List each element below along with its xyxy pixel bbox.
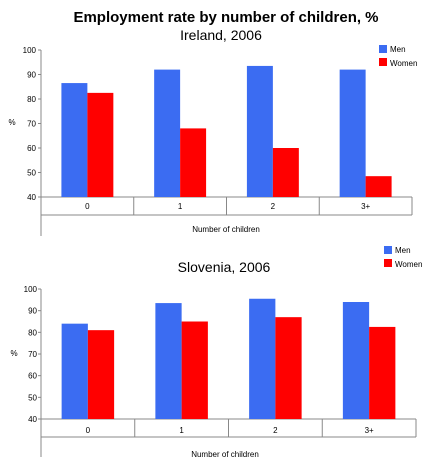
y-tick-label: 40 xyxy=(28,415,37,424)
x-tick-label: 0 xyxy=(86,426,91,435)
y-tick-label: 100 xyxy=(23,46,37,55)
x-tick-label: 1 xyxy=(178,202,183,211)
y-tick-label: 70 xyxy=(27,120,36,129)
y-tick-label: 80 xyxy=(27,95,36,104)
chart-ireland: Ireland, 2006 % Number of children Men W… xyxy=(8,27,417,236)
bar-men-3 xyxy=(342,302,370,419)
legend-label-women: Women xyxy=(390,59,417,68)
bar-women-2 xyxy=(275,317,302,419)
y-axis-label: % xyxy=(10,349,17,358)
chart-title: Ireland, 2006 xyxy=(180,27,262,43)
chart-slovenia: Slovenia, 2006 % Number of children Men … xyxy=(10,246,422,459)
bar-men-0 xyxy=(61,323,88,419)
bar-women-0 xyxy=(87,92,114,197)
x-tick-label: 1 xyxy=(179,426,184,435)
y-axis-label: % xyxy=(8,118,15,127)
legend-swatch-women xyxy=(384,259,392,267)
y-tick-label: 100 xyxy=(24,285,38,294)
x-tick-label: 2 xyxy=(271,202,276,211)
bar-women-0 xyxy=(87,330,115,419)
x-axis-label: Number of children xyxy=(191,450,259,459)
bar-women-3 xyxy=(369,326,396,419)
bar-men-1 xyxy=(154,69,181,197)
legend: Men Women xyxy=(384,246,422,269)
y-tick-label: 70 xyxy=(28,350,37,359)
bar-men-0 xyxy=(61,83,88,197)
bar-men-3 xyxy=(339,69,366,197)
bar-women-1 xyxy=(181,321,208,419)
x-axis-label: Number of children xyxy=(192,225,260,234)
bar-men-2 xyxy=(249,298,276,419)
bar-women-1 xyxy=(180,128,207,197)
bar-men-2 xyxy=(246,65,273,197)
bar-women-2 xyxy=(272,148,299,197)
legend-swatch-men xyxy=(379,45,387,53)
bar-men-1 xyxy=(155,303,182,419)
y-tick-label: 60 xyxy=(27,144,36,153)
y-tick-label: 80 xyxy=(28,328,37,337)
bar-women-3 xyxy=(365,176,392,197)
chart-title: Slovenia, 2006 xyxy=(178,259,271,275)
legend-swatch-men xyxy=(384,246,392,254)
y-tick-label: 50 xyxy=(28,393,37,402)
y-tick-label: 60 xyxy=(28,372,37,381)
legend: Men Women xyxy=(379,45,417,68)
y-tick-label: 90 xyxy=(27,71,36,80)
plot-area: 40 50 60 70 80 90 100 0 1 2 3+ xyxy=(24,285,417,457)
main-title: Employment rate by number of children, % xyxy=(73,9,378,26)
plot-area: 40 50 60 70 80 90 100 0 1 2 3+ xyxy=(23,46,413,236)
x-tick-label: 0 xyxy=(85,202,90,211)
legend-label-men: Men xyxy=(395,246,411,255)
legend-label-men: Men xyxy=(390,45,406,54)
legend-swatch-women xyxy=(379,58,387,66)
legend-label-women: Women xyxy=(395,260,422,269)
x-tick-label: 2 xyxy=(273,426,278,435)
y-tick-label: 90 xyxy=(28,307,37,316)
x-tick-label: 3+ xyxy=(361,202,370,211)
y-tick-label: 40 xyxy=(27,193,36,202)
x-tick-label: 3+ xyxy=(365,426,374,435)
y-tick-label: 50 xyxy=(27,169,36,178)
